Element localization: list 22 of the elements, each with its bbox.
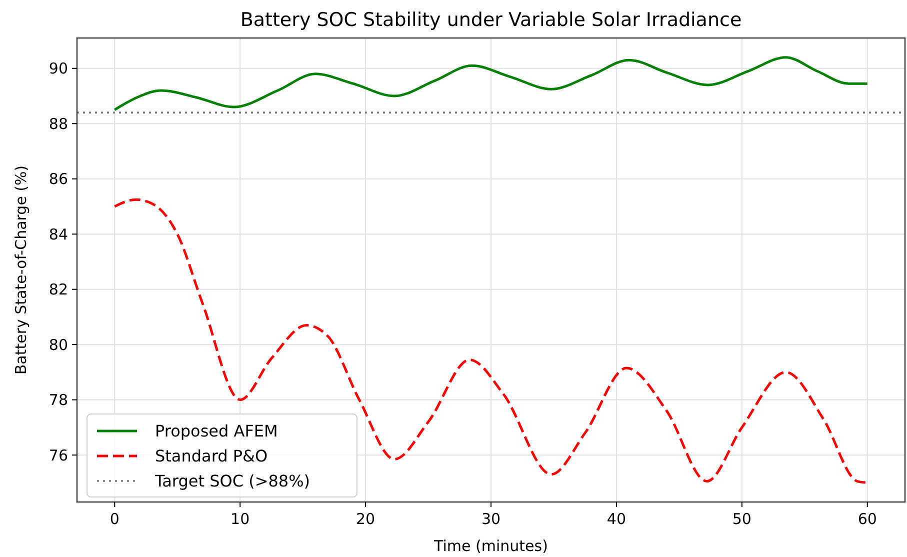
x-tick-label: 20 [356,510,376,528]
x-tick-label: 50 [732,510,752,528]
legend-label: Target SOC (>88%) [154,472,310,491]
y-tick-label: 90 [48,60,68,78]
chart-title: Battery SOC Stability under Variable Solar Irradiance [240,9,742,31]
x-tick-label: 30 [481,510,501,528]
y-tick-label: 80 [48,336,68,354]
legend-label: Proposed AFEM [155,422,278,441]
x-tick-label: 10 [230,510,250,528]
y-tick-label: 78 [48,391,68,410]
x-tick-label: 40 [606,510,626,528]
line-series [113,56,869,112]
x-axis-title: Time (minutes) [433,537,548,555]
y-tick-label: 76 [48,446,68,464]
x-tick-label: 0 [110,510,120,528]
legend-label: Standard P&O [155,446,268,466]
y-tick-label: 86 [48,170,68,188]
y-tick-label: 82 [48,280,68,299]
y-tick-label: 84 [48,225,68,244]
y-axis-title: Battery State-of-Charge (%) [12,165,30,375]
y-tick-label: 88 [48,114,68,133]
x-tick-label: 60 [858,510,877,528]
